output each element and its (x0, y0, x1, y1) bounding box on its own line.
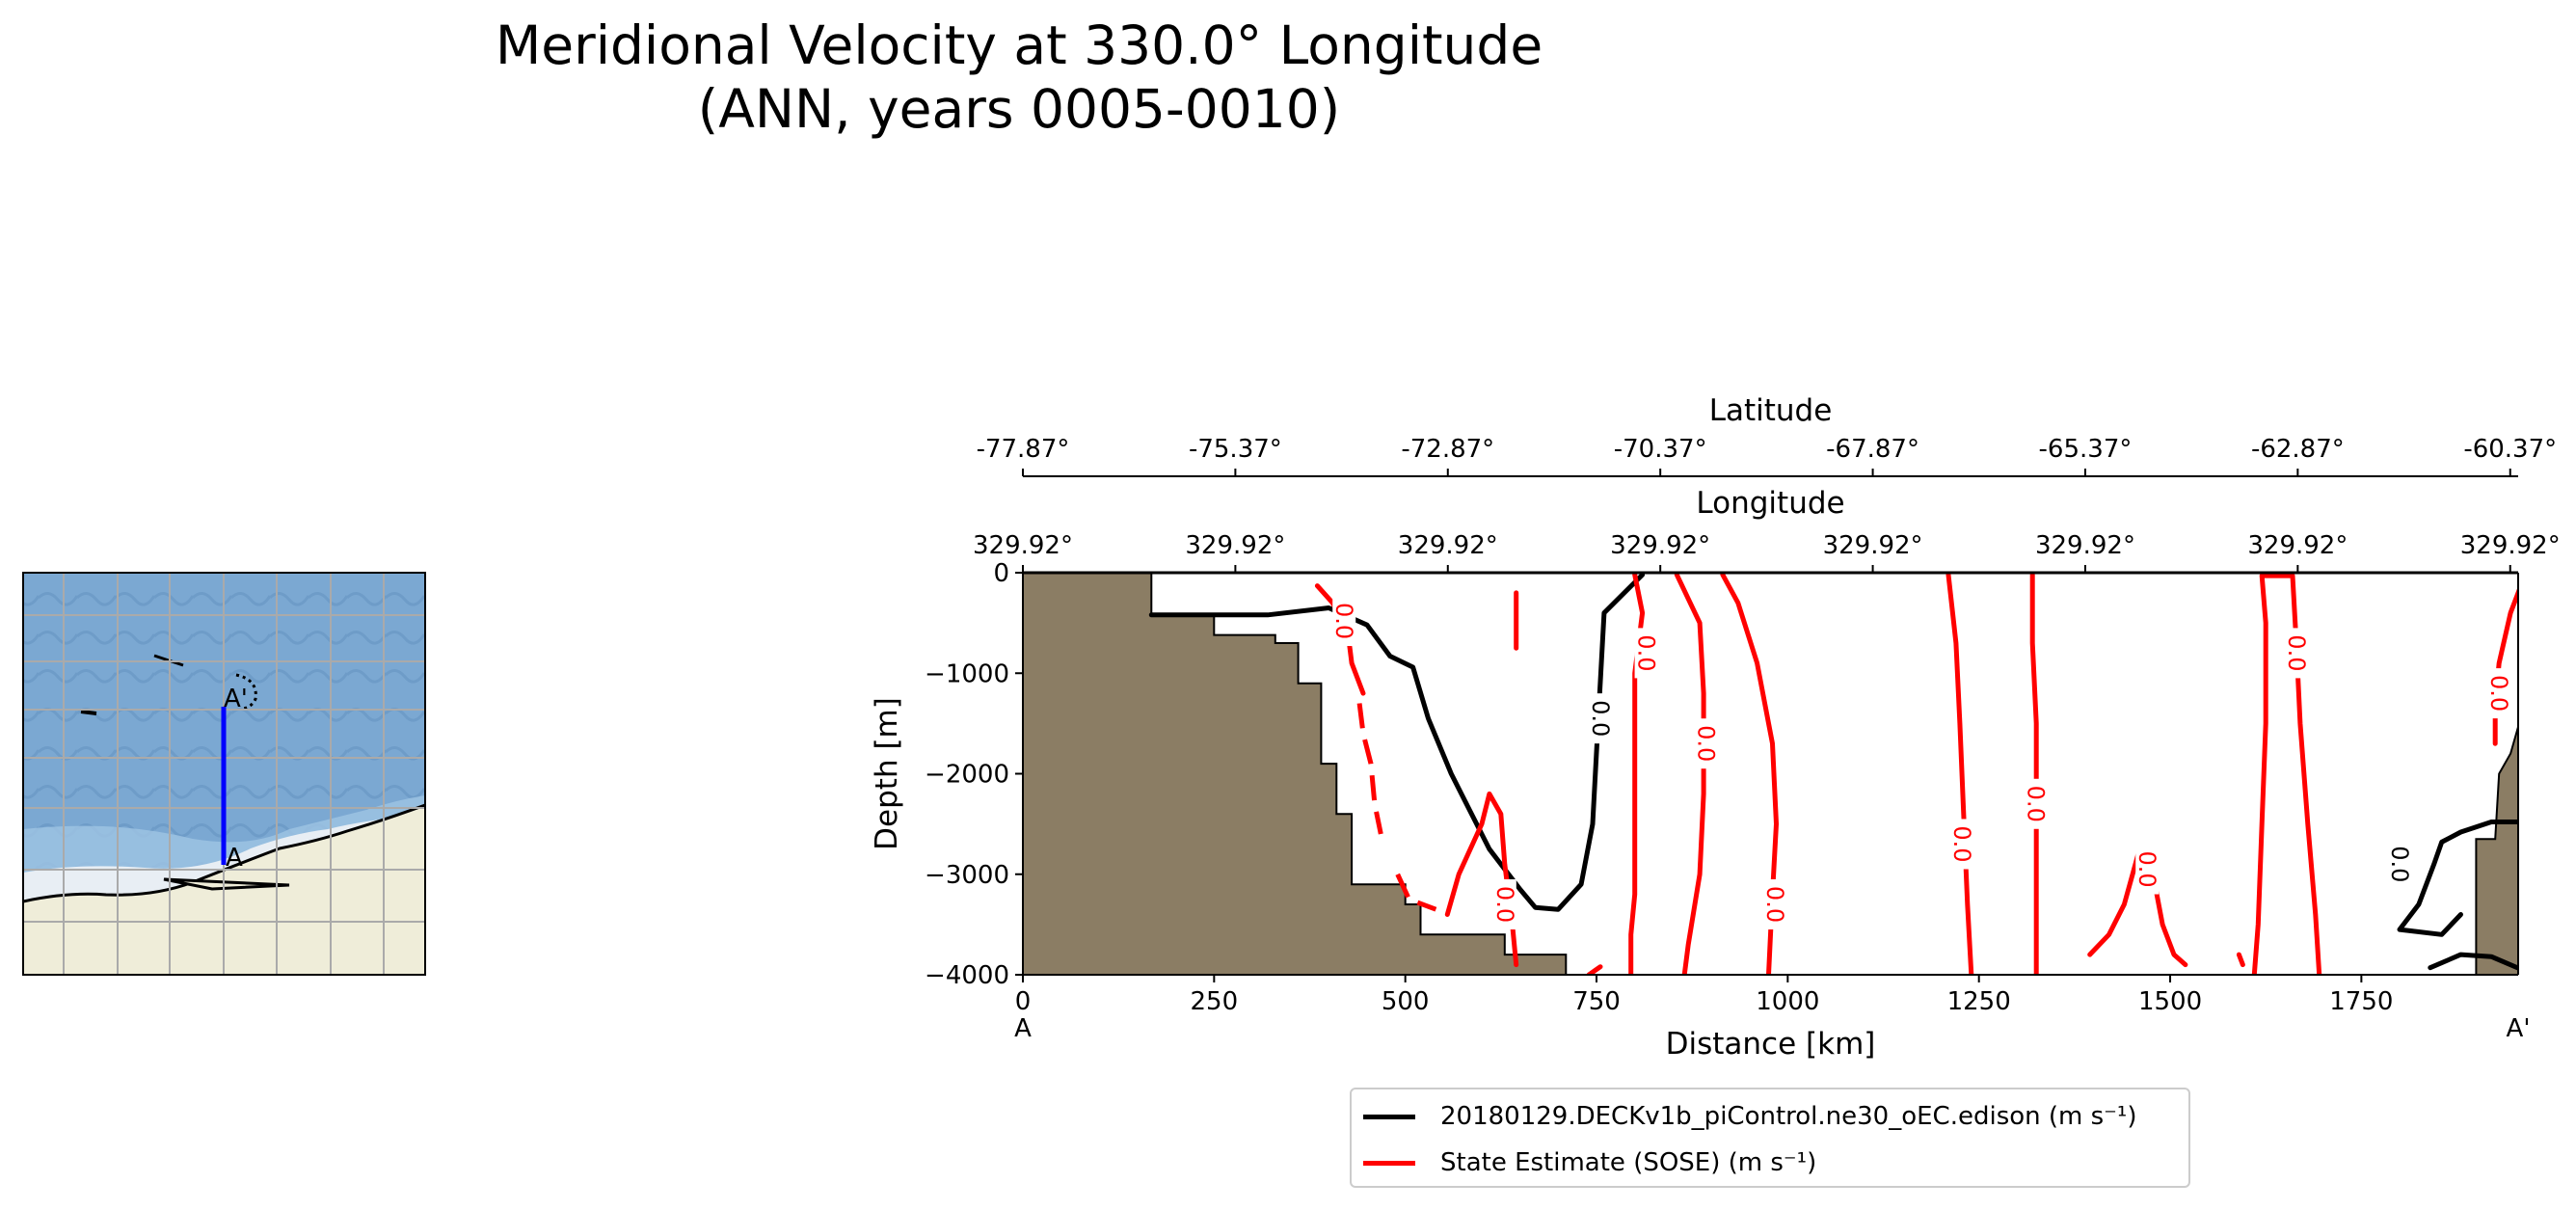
chart-title: Meridional Velocity at 330.0° Longitude … (496, 13, 1543, 141)
plot-clip-group: 0.0 0.0 0.0 0.0 0.0 0.0 0.0 0.0 0.0 0.0 0.0 0.0 (1023, 573, 2518, 975)
contour-dashed-line-1-1 (1395, 873, 1437, 912)
legend-label-model: 20180129.DECKv1b_piControl.ne30_oEC.edis… (1440, 1102, 2137, 1131)
contour-label-bg-2 (1332, 596, 1356, 647)
contour-line-1-5 (1674, 573, 1706, 975)
map-island-2 (80, 710, 97, 715)
contour-label-9: 0.0 (2133, 850, 2160, 887)
contour-label-bg-3 (1492, 879, 1516, 930)
contour-label-2: 0.0 (1330, 603, 1357, 639)
lon-tick-label-1: 329.92° (1185, 531, 1285, 560)
lon-tick-label-5: 329.92° (2035, 531, 2135, 560)
legend: 20180129.DECKv1b_piControl.ne30_oEC.edis… (1350, 1088, 2190, 1188)
lon-tick-label-7: 329.92° (2460, 531, 2561, 560)
contour-dashed-line-1-0 (1356, 703, 1383, 835)
plot-area: 0.0 0.0 0.0 0.0 0.0 0.0 0.0 0.0 0.0 0.0 0.0 0.0 0 250… (870, 393, 2561, 1062)
x-tick-label-4: 1000 (1756, 987, 1819, 1016)
map-label-start: A (226, 844, 243, 873)
x-tick-label-7: 1750 (2329, 987, 2393, 1016)
contour-line-1-7 (1945, 573, 1974, 975)
contour-label-0: 0.0 (1587, 700, 1614, 737)
coastline-icon (23, 803, 425, 903)
contour-line-1-8 (2029, 573, 2039, 975)
x-end-label: A' (2507, 1014, 2531, 1043)
lat-tick-label-1: -75.37° (1189, 435, 1282, 464)
lon-tick-label-6: 329.92° (2247, 531, 2348, 560)
contour-label-bg-10 (2284, 628, 2308, 679)
contour-label-bg-8 (2024, 778, 2048, 829)
contour-label-bg-7 (1950, 819, 1974, 870)
contour-label-bg-0 (1588, 693, 1612, 744)
lat-tick-label-3: -70.37° (1614, 435, 1707, 464)
legend-swatch-obs (1363, 1160, 1415, 1166)
inset-map: A' A (22, 572, 426, 976)
chart-title-line1: Meridional Velocity at 330.0° Longitude (495, 14, 1543, 76)
contour-line-0-0 (1148, 573, 1646, 912)
contour-label-bg-6 (1762, 879, 1786, 930)
legend-item-obs: State Estimate (SOSE) (m s⁻¹) (1363, 1142, 1816, 1184)
map-dotted-contour (235, 673, 257, 711)
lon-axis-label: Longitude (1696, 486, 1844, 521)
x-axis-label: Distance [km] (1666, 1027, 1876, 1062)
y-tick-label-2: −2000 (925, 761, 1009, 790)
lon-tick-label-0: 329.92° (973, 531, 1073, 560)
contour-label-bg-4 (1634, 628, 1658, 679)
contour-label-10: 0.0 (2283, 634, 2310, 671)
contour-label-bg-5 (1694, 718, 1718, 769)
lon-tick-label-2: 329.92° (1398, 531, 1498, 560)
contour-label-5: 0.0 (1692, 725, 1719, 762)
contour-label-4: 0.0 (1633, 634, 1660, 671)
lat-tick-label-5: -65.37° (2039, 435, 2133, 464)
x-tick-label-5: 1250 (1947, 987, 2011, 1016)
lat-tick-label-4: -67.87° (1826, 435, 1919, 464)
contour-line-0-2 (2428, 952, 2518, 971)
legend-label-obs: State Estimate (SOSE) (m s⁻¹) (1440, 1148, 1817, 1177)
contour-line-1-10 (2236, 952, 2245, 968)
x-tick-label-2: 500 (1382, 987, 1430, 1016)
contour-label-8: 0.0 (2022, 786, 2049, 822)
contour-label-11: 0.0 (2485, 675, 2512, 712)
x-tick-label-6: 1500 (2138, 987, 2202, 1016)
map-grid (23, 573, 425, 975)
x-start-label: A (1014, 1014, 1032, 1043)
lat-tick-label-7: -60.37° (2463, 435, 2557, 464)
map-island (163, 877, 290, 891)
x-tick-label-1: 250 (1191, 987, 1239, 1016)
legend-swatch-model (1363, 1114, 1415, 1119)
y-tick-label-0: 0 (993, 559, 1009, 588)
lon-tick-label-3: 329.92° (1610, 531, 1710, 560)
y-axis-label: Depth [m] (870, 697, 904, 850)
contour-line-1-11 (2251, 573, 2322, 975)
lon-tick-label-4: 329.92° (1823, 531, 1923, 560)
lat-tick-label-0: -77.87° (977, 435, 1070, 464)
bathymetry-right (2475, 723, 2518, 975)
contour-label-3: 0.0 (1491, 886, 1518, 923)
bathymetry-left (1023, 573, 1568, 975)
lat-axis-label: Latitude (1709, 393, 1833, 428)
contour-label-1: 0.0 (2386, 846, 2413, 882)
y-tick-label-1: −1000 (925, 659, 1009, 688)
contour-label-bg-1 (2388, 839, 2412, 890)
y-tick-label-3: −3000 (925, 861, 1009, 890)
x-tick-label-3: 750 (1572, 987, 1621, 1016)
contour-label-7: 0.0 (1948, 825, 1975, 862)
contour-line-0-1 (2397, 820, 2518, 937)
chart-title-line2: (ANN, years 0005-0010) (697, 78, 1341, 140)
lat-tick-label-2: -72.87° (1401, 435, 1494, 464)
contour-label-bg-9 (2135, 844, 2160, 895)
legend-item-model: 20180129.DECKv1b_piControl.ne30_oEC.edis… (1363, 1095, 2136, 1138)
map-frame (22, 572, 426, 976)
contour-line-1-4 (1628, 573, 1646, 975)
y-tick-label-4: −4000 (925, 961, 1009, 990)
lat-tick-label-6: -62.87° (2251, 435, 2345, 464)
contour-label-6: 0.0 (1761, 886, 1788, 923)
contour-label-bg-11 (2487, 668, 2511, 719)
map-label-end: A' (224, 685, 248, 713)
contour-line-1-3 (1586, 964, 1603, 975)
x-tick-label-0: 0 (1015, 987, 1032, 1016)
